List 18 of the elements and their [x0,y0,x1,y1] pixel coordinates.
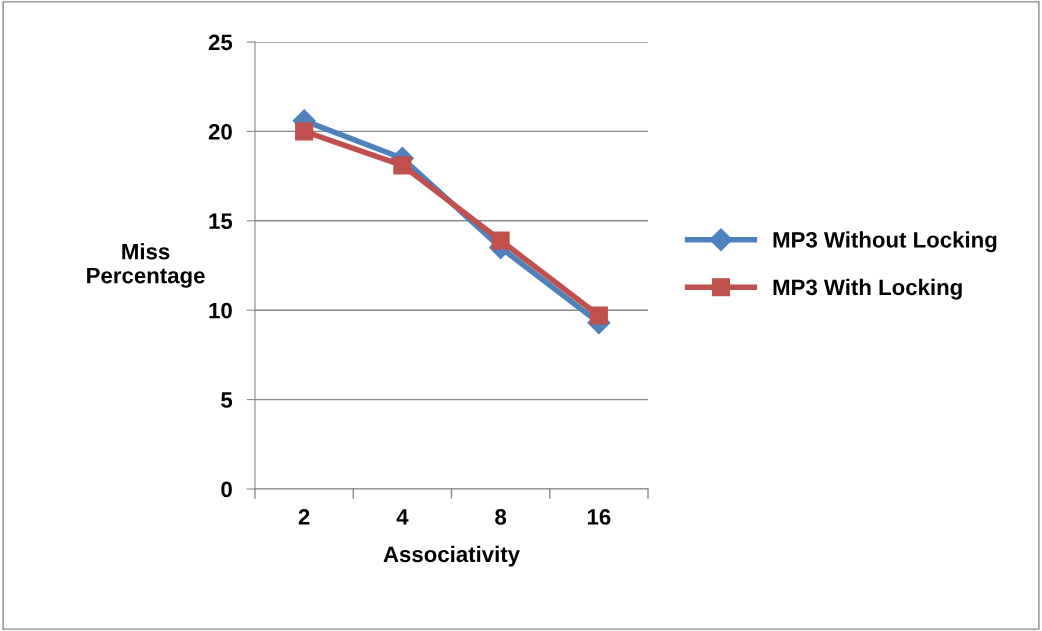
x-axis-title: Associativity [383,545,520,567]
y-tick-label: 25 [208,34,233,51]
y-axis-title: Miss Percentage [87,243,205,288]
y-tick-label: 15 [209,213,233,230]
point [393,156,412,175]
legend-label: MP3 Without Locking [773,231,997,253]
y-tick-label: 5 [221,392,233,408]
y-tick-label: 0 [221,481,232,498]
y-tick-label: 10 [209,302,232,319]
y-tick-label: 20 [208,123,232,140]
point [491,231,510,250]
x-tick-label: 8 [495,509,507,525]
point [295,122,314,141]
legend-label: MP3 With Locking [773,278,962,300]
x-tick-label: 16 [587,509,611,525]
x-tick-label: 4 [396,509,409,525]
point [589,306,608,325]
x-tick-label: 2 [298,509,310,525]
